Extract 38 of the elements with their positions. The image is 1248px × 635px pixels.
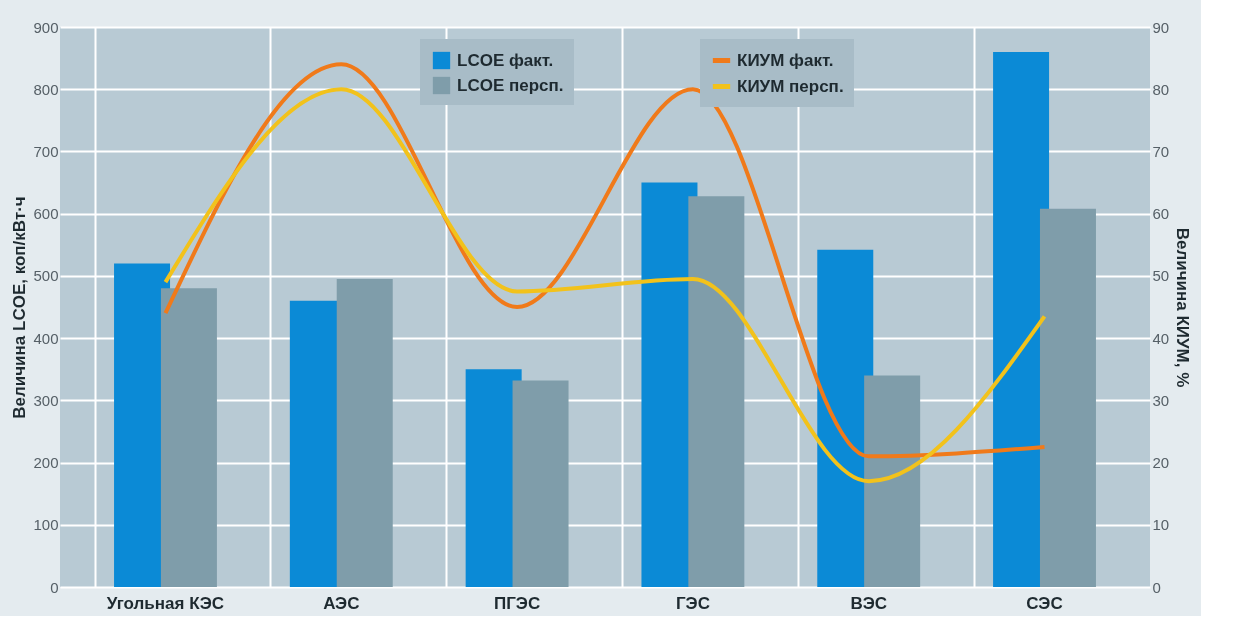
legend-label: LCOE факт.: [457, 50, 554, 70]
bar: [336, 279, 393, 587]
y2-tick-label: 90: [1152, 18, 1170, 36]
y-tick-label: 500: [33, 267, 59, 285]
legend-label: КИУМ персп.: [737, 76, 844, 96]
legend-label: LCOE персп.: [457, 75, 564, 95]
y-tick-label: 400: [33, 329, 59, 347]
y2-tick-label: 80: [1152, 80, 1170, 98]
x-tick-label: ПГЭС: [493, 593, 541, 613]
x-tick-label: ГЭС: [675, 593, 710, 613]
y-tick-label: 0: [50, 578, 59, 596]
y2-tick-label: 10: [1152, 516, 1170, 534]
bar: [512, 380, 569, 587]
y-tick-label: 800: [33, 80, 59, 98]
bar: [160, 288, 217, 587]
y2-axis-title: Величина КИУМ, %: [1173, 227, 1193, 388]
y2-tick-label: 60: [1152, 205, 1170, 223]
y2-tick-label: 30: [1152, 391, 1170, 409]
bar: [688, 196, 745, 587]
y-tick-label: 100: [33, 516, 59, 534]
y2-tick-label: 70: [1152, 142, 1170, 160]
x-tick-label: СЭС: [1026, 593, 1063, 613]
legend-label: КИУМ факт.: [737, 50, 834, 70]
y-tick-label: 200: [33, 454, 59, 472]
y2-tick-label: 0: [1152, 578, 1161, 596]
y2-tick-label: 20: [1152, 454, 1170, 472]
y-axis-title: Величина LCOE, коп/кВт·ч: [10, 196, 30, 419]
x-tick-label: ВЭС: [850, 593, 888, 613]
x-tick-label: Угольная КЭС: [106, 593, 225, 613]
x-tick-label: АЭС: [323, 593, 360, 613]
y-tick-label: 600: [33, 205, 59, 223]
y2-tick-label: 40: [1152, 329, 1170, 347]
y-tick-label: 300: [33, 391, 59, 409]
bar: [864, 375, 921, 587]
y2-tick-label: 50: [1152, 267, 1170, 285]
bar: [1039, 208, 1096, 587]
y-tick-label: 900: [33, 18, 59, 36]
y-tick-label: 700: [33, 142, 59, 160]
